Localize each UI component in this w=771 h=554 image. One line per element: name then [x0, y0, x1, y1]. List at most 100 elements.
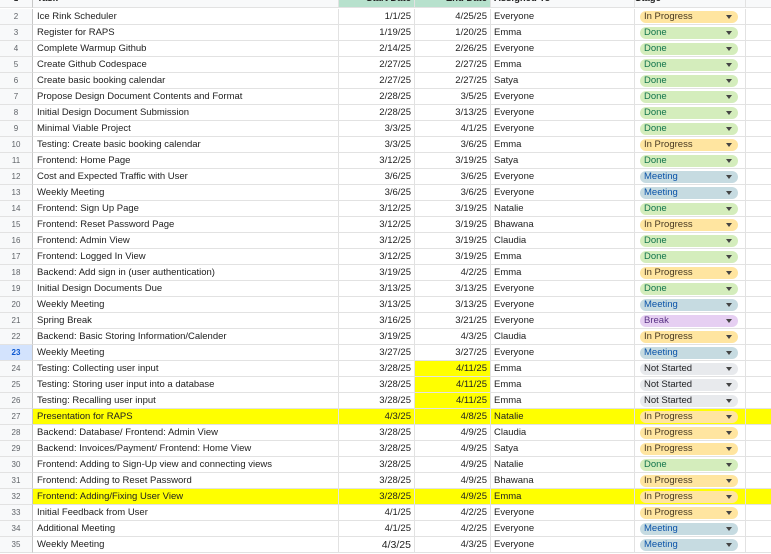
column-header-end-date[interactable]: End Date	[415, 0, 491, 8]
empty-cell[interactable]	[746, 73, 771, 89]
stage-cell[interactable]: In Progress	[635, 489, 746, 505]
stage-dropdown-chip[interactable]: In Progress	[640, 443, 738, 455]
assigned-to-cell[interactable]: Everyone	[491, 281, 635, 297]
stage-dropdown-chip[interactable]: Done	[640, 155, 738, 167]
task-cell[interactable]: Frontend: Admin View	[33, 233, 339, 249]
task-cell[interactable]: Frontend: Logged In View	[33, 249, 339, 265]
stage-cell[interactable]: Done	[635, 233, 746, 249]
start-date-cell[interactable]: 2/28/25	[339, 89, 415, 105]
stage-dropdown-chip[interactable]: Done	[640, 91, 738, 103]
empty-cell[interactable]	[746, 169, 771, 185]
dropdown-arrow-icon[interactable]	[726, 127, 732, 131]
dropdown-arrow-icon[interactable]	[726, 239, 732, 243]
assigned-to-cell[interactable]: Claudia	[491, 233, 635, 249]
empty-cell[interactable]	[746, 201, 771, 217]
row-number[interactable]: 10	[0, 137, 33, 153]
stage-cell[interactable]: Done	[635, 457, 746, 473]
dropdown-arrow-icon[interactable]	[726, 431, 732, 435]
empty-cell[interactable]	[746, 89, 771, 105]
dropdown-arrow-icon[interactable]	[726, 287, 732, 291]
dropdown-arrow-icon[interactable]	[726, 175, 732, 179]
assigned-to-cell[interactable]: Everyone	[491, 185, 635, 201]
end-date-cell[interactable]: 4/3/25	[415, 329, 491, 345]
end-date-cell[interactable]: 4/9/25	[415, 425, 491, 441]
stage-dropdown-chip[interactable]: In Progress	[640, 507, 738, 519]
stage-dropdown-chip[interactable]: Done	[640, 43, 738, 55]
end-date-cell[interactable]: 4/2/25	[415, 265, 491, 281]
dropdown-arrow-icon[interactable]	[726, 63, 732, 67]
stage-cell[interactable]: Done	[635, 201, 746, 217]
stage-cell[interactable]: In Progress	[635, 265, 746, 281]
row-number[interactable]: 13	[0, 185, 33, 201]
start-date-cell[interactable]: 3/27/25	[339, 345, 415, 361]
assigned-to-cell[interactable]: Everyone	[491, 169, 635, 185]
task-cell[interactable]: Backend: Add sign in (user authenticatio…	[33, 265, 339, 281]
empty-cell[interactable]	[746, 473, 771, 489]
start-date-cell[interactable]: 2/27/25	[339, 73, 415, 89]
row-number[interactable]: 15	[0, 217, 33, 233]
row-number[interactable]: 21	[0, 313, 33, 329]
dropdown-arrow-icon[interactable]	[726, 223, 732, 227]
task-cell[interactable]: Testing: Recalling user input	[33, 393, 339, 409]
row-number[interactable]: 19	[0, 281, 33, 297]
dropdown-arrow-icon[interactable]	[726, 255, 732, 259]
stage-cell[interactable]: In Progress	[635, 441, 746, 457]
row-number[interactable]: 35	[0, 537, 33, 553]
start-date-cell[interactable]: 3/28/25	[339, 441, 415, 457]
row-number[interactable]: 32	[0, 489, 33, 505]
dropdown-arrow-icon[interactable]	[726, 383, 732, 387]
row-number[interactable]: 22	[0, 329, 33, 345]
stage-dropdown-chip[interactable]: Not Started	[640, 395, 738, 407]
assigned-to-cell[interactable]: Everyone	[491, 313, 635, 329]
start-date-cell[interactable]: 3/3/25	[339, 137, 415, 153]
row-number[interactable]: 3	[0, 25, 33, 41]
row-number[interactable]: 2	[0, 9, 33, 25]
start-date-cell[interactable]: 3/12/25	[339, 217, 415, 233]
row-number[interactable]: 25	[0, 377, 33, 393]
assigned-to-cell[interactable]: Emma	[491, 393, 635, 409]
start-date-cell[interactable]: 3/12/25	[339, 233, 415, 249]
end-date-cell[interactable]: 4/3/25	[415, 537, 491, 553]
end-date-cell[interactable]: 3/13/25	[415, 281, 491, 297]
task-cell[interactable]: Minimal Viable Project	[33, 121, 339, 137]
row-number[interactable]: 11	[0, 153, 33, 169]
task-cell[interactable]: Initial Design Document Submission	[33, 105, 339, 121]
start-date-cell[interactable]: 4/1/25	[339, 505, 415, 521]
row-number[interactable]: 1	[0, 0, 33, 8]
end-date-cell[interactable]: 4/25/25	[415, 9, 491, 25]
stage-cell[interactable]: Done	[635, 57, 746, 73]
start-date-cell[interactable]: 3/28/25	[339, 361, 415, 377]
empty-cell[interactable]	[746, 377, 771, 393]
end-date-cell[interactable]: 3/19/25	[415, 249, 491, 265]
start-date-cell[interactable]: 3/13/25	[339, 297, 415, 313]
stage-dropdown-chip[interactable]: In Progress	[640, 219, 738, 231]
dropdown-arrow-icon[interactable]	[726, 95, 732, 99]
row-number[interactable]: 34	[0, 521, 33, 537]
row-number[interactable]: 7	[0, 89, 33, 105]
stage-cell[interactable]: Meeting	[635, 297, 746, 313]
stage-dropdown-chip[interactable]: Done	[640, 123, 738, 135]
assigned-to-cell[interactable]: Everyone	[491, 89, 635, 105]
dropdown-arrow-icon[interactable]	[726, 303, 732, 307]
dropdown-arrow-icon[interactable]	[726, 479, 732, 483]
end-date-cell[interactable]: 2/26/25	[415, 41, 491, 57]
task-cell[interactable]: Frontend: Adding to Reset Password	[33, 473, 339, 489]
stage-cell[interactable]: In Progress	[635, 505, 746, 521]
empty-cell[interactable]	[746, 345, 771, 361]
task-cell[interactable]: Weekly Meeting	[33, 185, 339, 201]
assigned-to-cell[interactable]: Emma	[491, 25, 635, 41]
empty-cell[interactable]	[746, 297, 771, 313]
assigned-to-cell[interactable]: Natalie	[491, 457, 635, 473]
empty-cell[interactable]	[746, 313, 771, 329]
end-date-cell[interactable]: 4/11/25	[415, 377, 491, 393]
task-cell[interactable]: Cost and Expected Traffic with User	[33, 169, 339, 185]
empty-cell[interactable]	[746, 9, 771, 25]
end-date-cell[interactable]: 4/11/25	[415, 393, 491, 409]
dropdown-arrow-icon[interactable]	[726, 79, 732, 83]
dropdown-arrow-icon[interactable]	[726, 367, 732, 371]
row-number[interactable]: 5	[0, 57, 33, 73]
row-number[interactable]: 14	[0, 201, 33, 217]
end-date-cell[interactable]: 3/19/25	[415, 153, 491, 169]
empty-cell[interactable]	[746, 489, 771, 505]
assigned-to-cell[interactable]: Everyone	[491, 505, 635, 521]
